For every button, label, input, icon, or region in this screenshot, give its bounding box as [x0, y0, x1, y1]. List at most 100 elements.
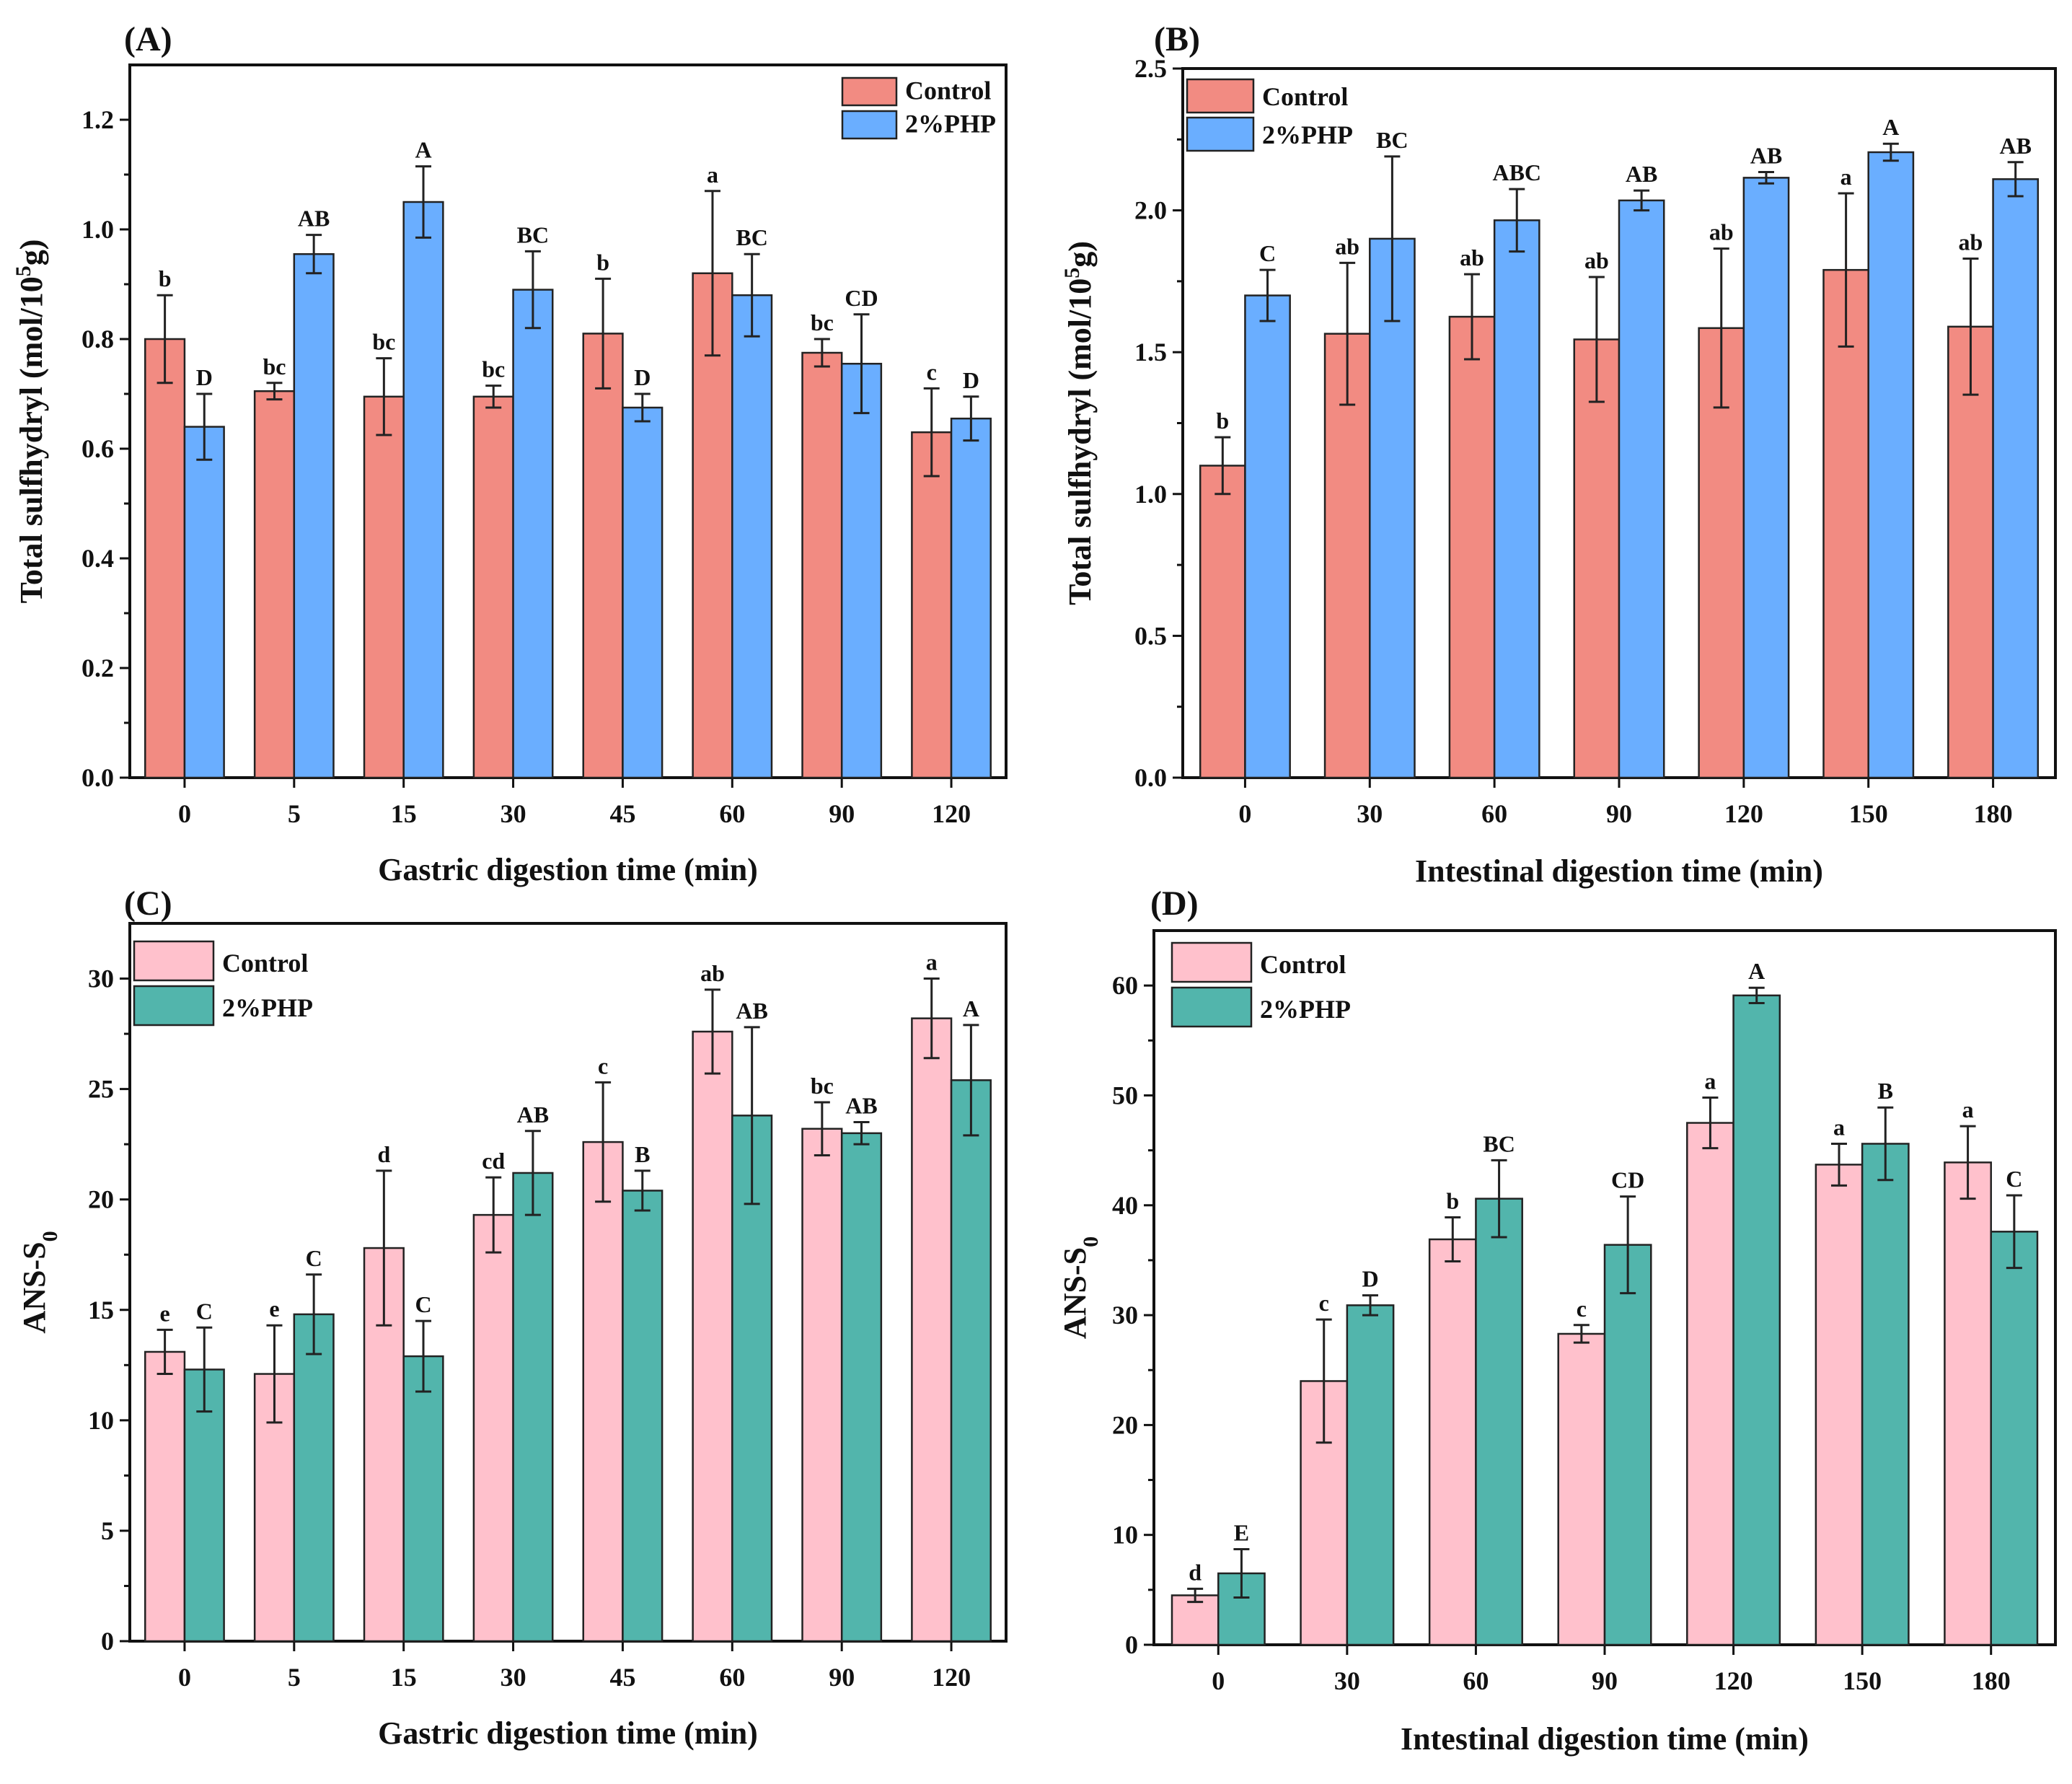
bar-control-60: [1448, 315, 1496, 779]
error-bar: [524, 250, 541, 330]
legend-label: Control: [222, 949, 308, 977]
x-tick-label: 120: [1714, 1666, 1753, 1695]
y-axis-title: ANS-S0: [1057, 1236, 1103, 1339]
x-axis-title: Gastric digestion time (min): [378, 1715, 758, 1751]
x-tick-label: 0: [178, 799, 191, 828]
significance-letter: bc: [372, 329, 395, 355]
significance-letter: D: [196, 364, 213, 390]
bar-control-30: [472, 1213, 514, 1643]
x-axis-title: Intestinal digestion time (min): [1415, 853, 1823, 889]
y-tick-label: 1.0: [81, 215, 114, 244]
significance-letter: bc: [811, 1073, 834, 1099]
error-bar: [1620, 1195, 1636, 1295]
significance-letter: D: [634, 364, 651, 390]
x-tick-label: 45: [609, 1663, 635, 1692]
error-bar: [2006, 1194, 2022, 1270]
bar-php-120: [1742, 177, 1790, 779]
y-tick-label: 2.5: [1134, 54, 1167, 83]
significance-letter: bc: [263, 353, 286, 379]
bar-php-150: [1861, 1143, 1910, 1646]
error-bar: [744, 252, 760, 338]
y-tick-label: 0.8: [81, 325, 114, 353]
panel-0: 0.00.20.40.60.81.01.20 5 15 30 45 60 90 120bbcb…: [12, 20, 1008, 887]
significance-letter: C: [1259, 240, 1276, 266]
error-bar: [1384, 155, 1401, 322]
bar-control-120: [1686, 1122, 1734, 1646]
error-bar: [1315, 1318, 1332, 1444]
error-bar: [634, 1169, 651, 1212]
bar-control-90: [1573, 338, 1621, 779]
y-tick-label: 1.5: [1134, 338, 1167, 366]
y-tick-label: 1.0: [1134, 480, 1167, 509]
error-bar: [1464, 273, 1481, 361]
error-bar: [1713, 247, 1729, 409]
y-tick-label: 0: [101, 1627, 114, 1656]
error-bar: [376, 1169, 392, 1327]
significance-letter: C: [415, 1291, 431, 1317]
bar-control-0: [1199, 465, 1246, 779]
x-tick-label: 150: [1843, 1666, 1882, 1695]
significance-letter: bc: [811, 309, 834, 335]
error-bar: [923, 387, 940, 478]
x-tick-label: 120: [932, 799, 971, 828]
error-bar: [266, 382, 283, 401]
error-bar: [1233, 1547, 1250, 1599]
error-bar: [196, 1326, 213, 1413]
error-bar: [485, 385, 502, 409]
significance-letter: a: [926, 949, 938, 975]
significance-letter: A: [415, 137, 431, 163]
bar-php-120: [950, 417, 992, 779]
error-bar: [415, 1319, 432, 1393]
panel-label: (C): [124, 884, 172, 923]
error-bar: [1362, 1294, 1378, 1317]
y-tick-label: 0.4: [81, 544, 114, 573]
significance-letter: D: [963, 367, 979, 393]
significance-letter: C: [2006, 1166, 2022, 1192]
error-bar: [744, 1026, 760, 1205]
bar-php-120: [950, 1079, 992, 1643]
bar-php-45: [622, 1190, 664, 1643]
y-tick-label: 0: [1125, 1630, 1138, 1659]
error-bar: [1491, 1159, 1507, 1239]
y-tick-label: 20: [88, 1185, 114, 1214]
bar-control-180: [1944, 1161, 1992, 1646]
bar-control-180: [1947, 325, 1994, 779]
bar-control-30: [472, 395, 514, 779]
significance-letter: a: [1962, 1097, 1974, 1122]
significance-letter: a: [1704, 1068, 1716, 1094]
bar-php-15: [402, 1355, 444, 1643]
bar-control-0: [144, 338, 186, 779]
y-tick-label: 20: [1112, 1410, 1138, 1439]
bar-control-15: [363, 395, 405, 779]
x-tick-label: 0: [178, 1663, 191, 1692]
significance-letter: CD: [1611, 1167, 1644, 1193]
x-tick-label: 60: [719, 1663, 745, 1692]
legend-swatch: [133, 985, 215, 1027]
significance-letter: CD: [845, 285, 878, 311]
error-bar: [923, 977, 940, 1060]
error-bar: [1259, 268, 1276, 322]
error-bar: [963, 395, 979, 442]
error-bar: [853, 1121, 870, 1146]
error-bar: [963, 1024, 979, 1137]
significance-letter: AB: [845, 1093, 877, 1119]
significance-letter: B: [635, 1141, 650, 1167]
error-bar: [1758, 171, 1774, 185]
y-axis-title: Total sulfhydryl (mol/105g): [12, 240, 50, 604]
significance-letter: E: [1234, 1519, 1249, 1545]
significance-letter: a: [1840, 164, 1852, 190]
error-bar: [634, 392, 651, 423]
significance-letter: ab: [1709, 219, 1734, 245]
bar-php-90: [840, 1132, 883, 1643]
significance-letter: a: [1833, 1114, 1845, 1140]
significance-letter: AB: [1750, 143, 1782, 169]
x-tick-label: 120: [1724, 799, 1763, 828]
y-tick-label: 50: [1112, 1081, 1138, 1109]
bar-php-150: [1867, 151, 1915, 779]
x-tick-label: 30: [1357, 799, 1383, 828]
x-tick-label: 5: [288, 799, 301, 828]
error-bar: [156, 294, 173, 385]
bar-php-30: [1369, 237, 1416, 779]
error-bar: [1588, 276, 1605, 403]
y-tick-label: 0.5: [1134, 621, 1167, 650]
